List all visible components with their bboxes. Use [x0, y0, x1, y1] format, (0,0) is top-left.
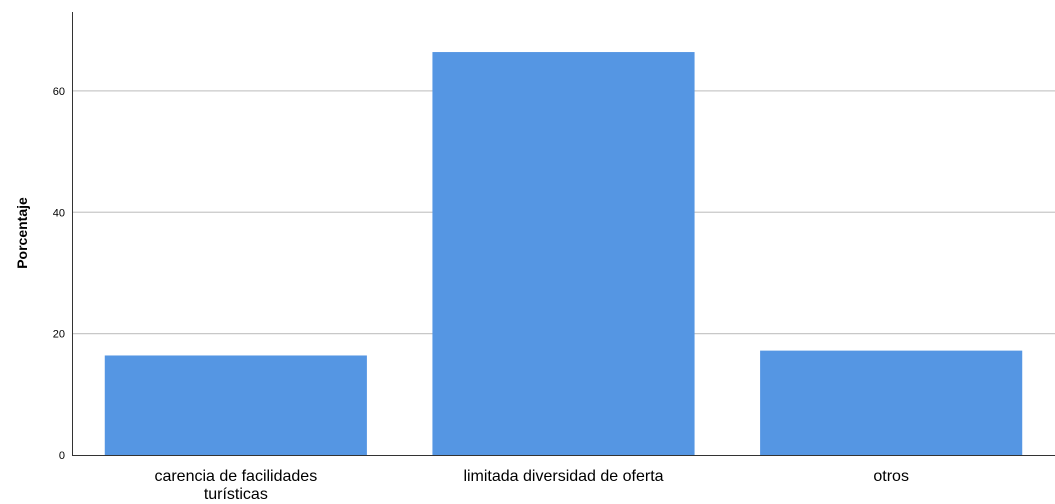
y-tick-label: 20	[53, 329, 65, 341]
y-axis-title: Porcentaje	[14, 197, 30, 269]
x-tick-label: otros	[873, 468, 909, 485]
y-tick-labels: 0 20 40 60	[53, 86, 65, 462]
bars	[104, 52, 1023, 455]
bar	[104, 355, 367, 455]
x-tick-label-line: otros	[873, 468, 909, 485]
x-tick-label-line: limitada diversidad de oferta	[463, 468, 663, 485]
x-tick-label-line: turísticas	[204, 486, 268, 503]
y-tick-label: 40	[53, 207, 65, 219]
x-tick-label: limitada diversidad de oferta	[463, 468, 663, 485]
y-tick-label: 0	[59, 450, 65, 462]
y-tick-label: 60	[53, 86, 65, 98]
x-tick-labels: carencia de facilidades turísticas limitad…	[154, 468, 909, 503]
x-tick-label-line: carencia de facilidades	[154, 468, 317, 485]
bar	[432, 52, 695, 455]
x-tick-label: carencia de facilidades turísticas	[154, 468, 317, 503]
bar	[760, 350, 1023, 455]
